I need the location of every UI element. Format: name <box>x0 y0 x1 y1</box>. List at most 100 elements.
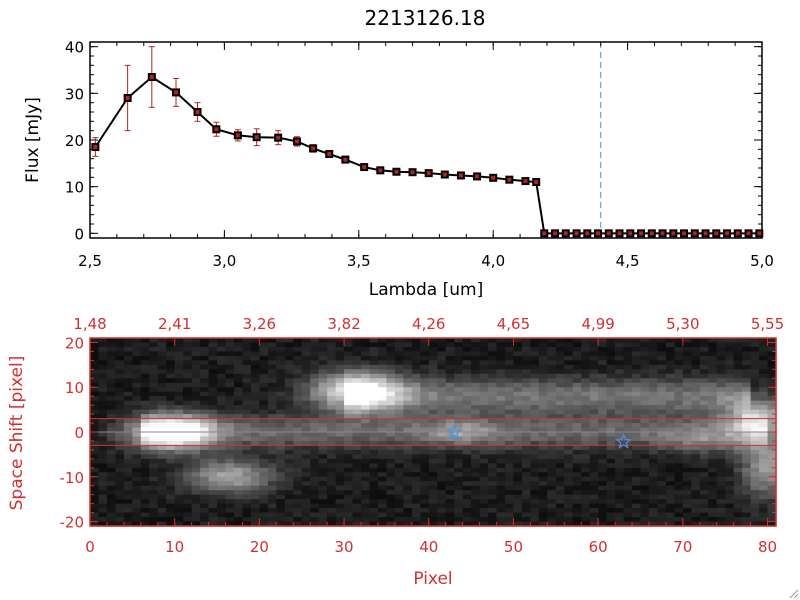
image-pixel <box>259 405 269 411</box>
image-pixel <box>157 342 167 348</box>
image-pixel <box>166 481 176 487</box>
image-pixel <box>250 440 260 447</box>
image-pixel <box>394 396 404 402</box>
image-pixel <box>504 342 515 348</box>
image-pixel <box>318 472 328 478</box>
image-pixel <box>521 346 531 353</box>
image-pixel <box>699 454 709 460</box>
image-pixel <box>572 414 582 420</box>
image-pixel <box>504 490 515 496</box>
image-pixel <box>454 449 464 455</box>
image-pixel <box>310 499 320 505</box>
image-pixel <box>479 338 489 344</box>
image-pixel <box>335 503 345 509</box>
image-pixel <box>428 364 438 370</box>
image-pixel <box>606 414 616 420</box>
image-pixel <box>640 373 650 379</box>
image-pixel <box>140 476 150 482</box>
image-pixel <box>123 499 133 505</box>
image-pixel <box>90 454 100 460</box>
image-pixel <box>217 467 227 473</box>
image-pixel <box>98 360 108 366</box>
image-pixel <box>140 485 150 491</box>
image-pixel <box>217 490 227 496</box>
image-pixel <box>657 391 667 397</box>
image-pixel <box>581 458 591 464</box>
image-pixel <box>445 338 455 344</box>
image-pixel <box>301 494 311 500</box>
image-pixel <box>513 409 523 415</box>
image-pixel <box>538 400 548 406</box>
image-pixel <box>513 458 523 464</box>
image-pixel <box>276 373 286 379</box>
image-pixel <box>327 485 337 491</box>
image-pixel <box>767 485 777 491</box>
data-point <box>660 231 665 236</box>
image-pixel <box>386 445 396 451</box>
image-pixel <box>310 418 320 424</box>
image-pixel <box>581 454 591 460</box>
image-pixel <box>310 432 320 438</box>
image-pixel <box>242 499 252 505</box>
image-pixel <box>149 490 159 496</box>
image-pixel <box>344 342 354 348</box>
image-pixel <box>310 458 320 464</box>
image-pixel <box>276 387 286 393</box>
image-pixel <box>504 387 515 393</box>
image-pixel <box>538 512 548 518</box>
image-pixel <box>335 364 345 370</box>
image-pixel <box>589 490 599 496</box>
image-pixel <box>115 405 125 411</box>
image-pixel <box>479 476 489 482</box>
image-pixel <box>267 440 277 447</box>
image-pixel <box>759 467 769 473</box>
image-pixel <box>242 427 252 433</box>
image-pixel <box>615 481 625 487</box>
image-pixel <box>420 342 430 348</box>
image-pixel <box>547 364 557 370</box>
image-pixel <box>657 445 667 451</box>
image-pixel <box>716 423 726 429</box>
image-pixel <box>284 512 294 518</box>
image-pixel <box>699 436 709 442</box>
image-pixel <box>318 467 328 473</box>
image-pixel <box>106 436 117 442</box>
image-pixel <box>394 458 404 464</box>
image-pixel <box>598 445 608 451</box>
image-pixel <box>471 485 481 491</box>
image-pixel <box>589 423 599 429</box>
image-pixel <box>682 481 692 487</box>
image-pixel <box>149 373 159 379</box>
image-pixel <box>471 342 481 348</box>
data-point <box>692 231 697 236</box>
image-pixel <box>513 476 523 482</box>
image-top-tick-label: 1,48 <box>73 315 106 333</box>
image-pixel <box>581 338 591 344</box>
image-pixel <box>708 517 718 523</box>
image-pixel <box>98 463 108 469</box>
image-pixel <box>598 485 608 491</box>
image-pixel <box>123 409 133 415</box>
image-pixel <box>140 387 150 393</box>
image-pixel <box>547 414 557 420</box>
image-pixel <box>759 508 769 514</box>
image-pixel <box>767 445 777 451</box>
image-pixel <box>369 440 379 447</box>
resize-grip-icon[interactable] <box>789 589 799 599</box>
image-pixel <box>462 369 472 375</box>
image-pixel <box>352 454 362 460</box>
image-pixel <box>479 342 489 348</box>
image-pixel <box>725 508 735 514</box>
image-pixel <box>648 494 659 500</box>
image-pixel <box>699 409 709 415</box>
image-pixel <box>123 458 133 464</box>
image-pixel <box>623 338 633 344</box>
image-pixel <box>606 423 616 429</box>
image-pixel <box>640 432 650 438</box>
image-pixel <box>200 351 210 357</box>
image-pixel <box>530 499 540 505</box>
image-pixel <box>767 396 777 402</box>
image-pixel <box>648 454 659 460</box>
image-pixel <box>606 382 616 388</box>
image-pixel <box>276 454 286 460</box>
